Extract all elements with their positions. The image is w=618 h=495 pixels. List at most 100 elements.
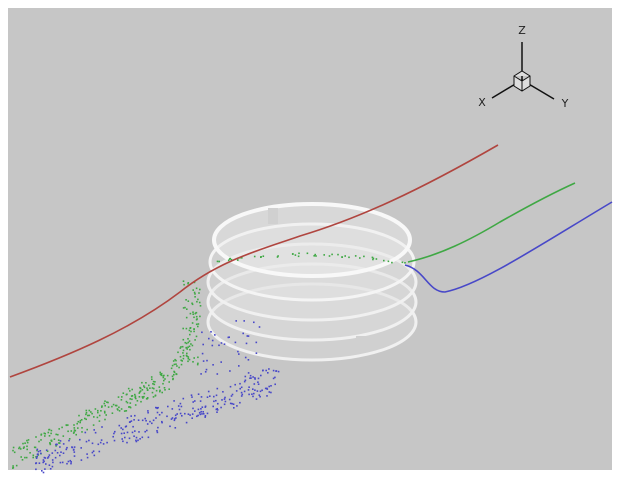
particle <box>86 453 88 455</box>
particle <box>126 401 128 403</box>
particle <box>40 450 42 452</box>
particle <box>383 260 385 262</box>
particle <box>173 360 175 362</box>
particle <box>224 404 226 406</box>
particle <box>138 419 140 421</box>
particle <box>230 386 232 388</box>
particle <box>257 381 259 383</box>
particle <box>192 311 194 313</box>
particle <box>254 256 256 258</box>
particle <box>86 429 88 431</box>
ring-notch <box>356 336 372 348</box>
particle <box>121 438 123 440</box>
particle <box>222 391 224 393</box>
particle <box>39 462 41 464</box>
particle <box>196 288 198 290</box>
particle <box>16 465 18 467</box>
particle <box>248 359 250 361</box>
particle <box>206 369 208 371</box>
particle <box>210 331 212 333</box>
particle <box>196 336 198 338</box>
particle <box>185 299 187 301</box>
particle <box>235 342 237 344</box>
particle <box>277 256 279 258</box>
viewport: Z X Y <box>0 0 618 495</box>
particle <box>188 413 190 415</box>
particle <box>44 468 46 470</box>
particle <box>147 410 149 412</box>
particle <box>29 452 31 454</box>
particle <box>162 383 164 385</box>
particle <box>212 406 214 408</box>
particle <box>196 312 198 314</box>
particle <box>201 332 203 334</box>
particle <box>80 420 82 422</box>
particle <box>79 439 81 441</box>
particle <box>189 340 191 342</box>
particle <box>197 299 199 301</box>
particle <box>331 254 333 256</box>
particle <box>192 361 194 363</box>
particle <box>194 292 196 294</box>
particle <box>127 417 129 419</box>
particle <box>292 253 294 255</box>
particle <box>191 417 193 419</box>
particle <box>181 415 183 417</box>
particle <box>237 351 239 353</box>
particle <box>341 256 343 258</box>
particle <box>234 384 236 386</box>
particle <box>139 438 141 440</box>
particle <box>246 343 248 345</box>
particle <box>189 349 191 351</box>
particle <box>81 459 83 461</box>
particle <box>60 462 62 464</box>
particle <box>209 395 211 397</box>
particle <box>67 424 69 426</box>
particle <box>104 405 106 407</box>
particle <box>132 432 134 434</box>
particle <box>156 408 158 410</box>
particle <box>79 422 81 424</box>
particle <box>159 386 161 388</box>
particle <box>253 393 255 395</box>
particle <box>115 405 117 407</box>
particle <box>273 370 275 372</box>
particle <box>128 406 130 408</box>
particle <box>176 365 178 367</box>
particle <box>253 322 255 324</box>
particle <box>24 442 26 444</box>
particle <box>49 464 51 466</box>
particle <box>155 417 157 419</box>
particle <box>34 447 36 449</box>
particle <box>46 449 48 451</box>
particle <box>198 323 200 325</box>
particle <box>192 289 194 291</box>
particle <box>183 355 185 357</box>
particle <box>186 308 188 310</box>
particle <box>252 388 254 390</box>
particle <box>48 432 50 434</box>
particle <box>89 415 91 417</box>
particle <box>187 346 189 348</box>
particle <box>200 373 202 375</box>
particle <box>57 452 59 454</box>
particle <box>141 382 143 384</box>
particle <box>98 444 100 446</box>
particle <box>119 410 121 412</box>
particle <box>245 376 247 378</box>
particle <box>168 388 170 390</box>
particle <box>74 427 76 429</box>
particle <box>179 409 181 411</box>
particle <box>198 409 200 411</box>
particle <box>159 390 161 392</box>
particle <box>126 394 128 396</box>
particle <box>126 442 128 444</box>
particle <box>172 408 174 410</box>
particle <box>133 419 135 421</box>
particle <box>37 449 39 451</box>
particle <box>172 417 174 419</box>
particle <box>314 254 316 256</box>
particle <box>213 401 215 403</box>
particle <box>224 398 226 400</box>
particle <box>153 420 155 422</box>
